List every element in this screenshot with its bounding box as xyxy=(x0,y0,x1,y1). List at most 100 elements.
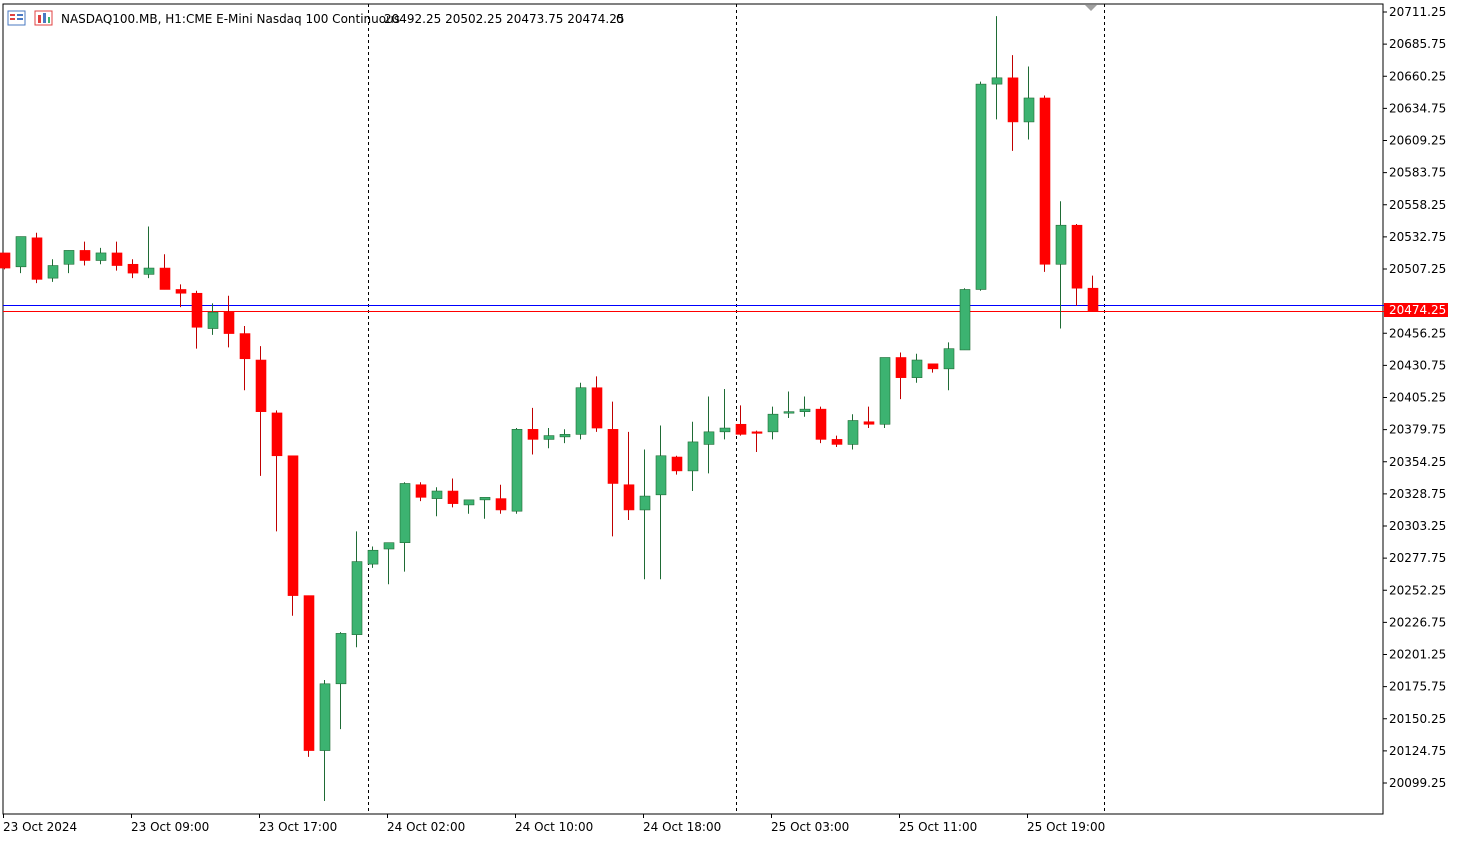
y-tick-label-18: 20226.75 xyxy=(1389,615,1446,629)
candle-4[interactable] xyxy=(63,250,75,274)
candle-26[interactable] xyxy=(415,482,427,502)
candle-43[interactable] xyxy=(687,421,699,492)
candle-body xyxy=(575,387,587,435)
candle-0[interactable] xyxy=(0,252,11,270)
y-tick-label-0: 20711.25 xyxy=(1389,5,1446,19)
candle-53[interactable] xyxy=(847,414,859,450)
candle-40[interactable] xyxy=(639,449,651,580)
candle-51[interactable] xyxy=(815,406,827,444)
candle-63[interactable] xyxy=(1007,55,1019,151)
candle-42[interactable] xyxy=(671,455,683,475)
candle-16[interactable] xyxy=(255,346,267,476)
candle-36[interactable] xyxy=(575,382,587,440)
candle-13[interactable] xyxy=(207,303,219,335)
x-tick-label-1: 23 Oct 09:00 xyxy=(131,820,209,834)
candle-60[interactable] xyxy=(959,288,971,351)
chart-list-icon[interactable] xyxy=(7,10,26,26)
candle-64[interactable] xyxy=(1023,66,1035,140)
candle-41[interactable] xyxy=(655,425,667,580)
y-tick-label-20: 20175.75 xyxy=(1389,680,1446,694)
y-tick-label-13: 20354.25 xyxy=(1389,455,1446,469)
candle-8[interactable] xyxy=(127,259,139,279)
candle-68[interactable] xyxy=(1087,275,1099,312)
candle-body xyxy=(687,441,699,472)
candle-5[interactable] xyxy=(79,241,91,266)
candle-32[interactable] xyxy=(511,428,523,514)
candle-52[interactable] xyxy=(831,435,843,447)
price-axis[interactable]: 20711.25 20685.75 20660.25 20634.75 20609.25… xyxy=(1383,5,1446,790)
candle-30[interactable] xyxy=(479,497,491,519)
chart-window-icon[interactable] xyxy=(34,10,53,26)
candle-11[interactable] xyxy=(175,284,187,308)
price-lines xyxy=(3,305,1448,312)
x-tick-label-5: 24 Oct 18:00 xyxy=(643,820,721,834)
candle-12[interactable] xyxy=(191,290,203,349)
candle-59[interactable] xyxy=(943,342,955,391)
candle-67[interactable] xyxy=(1071,223,1083,306)
candle-50[interactable] xyxy=(799,396,811,417)
candle-10[interactable] xyxy=(159,254,171,290)
candle-46[interactable] xyxy=(735,405,747,436)
candle-body xyxy=(767,413,779,433)
candle-body xyxy=(799,408,811,412)
candle-56[interactable] xyxy=(895,352,907,400)
candle-57[interactable] xyxy=(911,353,923,383)
candle-body xyxy=(1071,224,1083,289)
candle-23[interactable] xyxy=(367,546,379,568)
candle-62[interactable] xyxy=(991,16,1003,120)
candle-58[interactable] xyxy=(927,363,939,373)
candle-47[interactable] xyxy=(751,430,763,452)
chart-shift-marker[interactable] xyxy=(1085,5,1097,11)
candle-45[interactable] xyxy=(719,388,731,440)
y-tick-label-19: 20201.25 xyxy=(1389,648,1446,662)
candle-28[interactable] xyxy=(447,478,459,508)
candle-15[interactable] xyxy=(239,326,251,391)
candle-7[interactable] xyxy=(111,241,123,271)
candle-29[interactable] xyxy=(463,499,475,514)
candle-body xyxy=(127,263,139,274)
x-tick-label-3: 24 Oct 02:00 xyxy=(387,820,465,834)
candle-17[interactable] xyxy=(271,410,283,532)
candle-48[interactable] xyxy=(767,406,779,440)
candle-9[interactable] xyxy=(143,226,155,279)
y-tick-label-8: 20507.25 xyxy=(1389,262,1446,276)
candle-body xyxy=(943,348,955,370)
last-price-label: 20474.25 xyxy=(1389,303,1446,317)
candle-31[interactable] xyxy=(495,484,507,514)
candle-25[interactable] xyxy=(399,482,411,572)
candle-body xyxy=(735,423,747,435)
candle-3[interactable] xyxy=(47,259,59,282)
candle-33[interactable] xyxy=(527,407,539,455)
candle-body xyxy=(383,542,395,550)
candle-20[interactable] xyxy=(319,680,331,801)
candle-34[interactable] xyxy=(543,428,555,449)
candle-27[interactable] xyxy=(431,487,443,517)
candle-54[interactable] xyxy=(863,406,875,429)
candle-38[interactable] xyxy=(607,401,619,537)
candle-35[interactable] xyxy=(559,429,571,444)
candle-61[interactable] xyxy=(975,81,987,291)
candle-24[interactable] xyxy=(383,542,395,585)
candle-18[interactable] xyxy=(287,455,299,616)
candle-39[interactable] xyxy=(623,431,635,521)
candle-65[interactable] xyxy=(1039,95,1051,272)
candle-body xyxy=(47,265,59,279)
candles[interactable] xyxy=(0,16,1099,801)
candle-37[interactable] xyxy=(591,376,603,432)
candle-2[interactable] xyxy=(31,232,43,284)
candle-19[interactable] xyxy=(303,595,315,757)
candle-22[interactable] xyxy=(351,531,363,648)
time-axis[interactable]: 23 Oct 2024 23 Oct 09:00 23 Oct 17:00 24 Oc… xyxy=(3,814,1105,834)
candle-44[interactable] xyxy=(703,396,715,474)
candle-49[interactable] xyxy=(783,391,795,418)
y-tick-label-12: 20379.75 xyxy=(1389,423,1446,437)
candle-14[interactable] xyxy=(223,295,235,348)
candle-66[interactable] xyxy=(1055,201,1067,329)
candle-body xyxy=(1087,287,1099,312)
candle-21[interactable] xyxy=(335,632,347,730)
candle-6[interactable] xyxy=(95,247,107,265)
candle-55[interactable] xyxy=(879,357,891,429)
candle-1[interactable] xyxy=(15,236,27,274)
